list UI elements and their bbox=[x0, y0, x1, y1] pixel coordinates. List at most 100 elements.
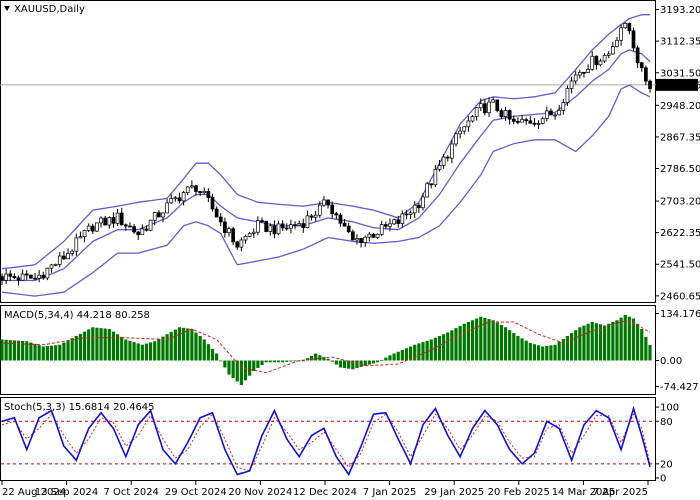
macd-histogram-bar bbox=[442, 334, 446, 361]
time-tick-label: 13 Sep 2024 bbox=[35, 487, 98, 498]
candle-body bbox=[268, 225, 273, 232]
time-tick-label: 7 Oct 2024 bbox=[103, 487, 158, 498]
macd-histogram-bar bbox=[136, 343, 140, 361]
candle-body bbox=[602, 55, 607, 62]
macd-histogram-bar bbox=[281, 360, 285, 363]
macd-histogram-bar bbox=[524, 340, 528, 361]
macd-histogram-bar bbox=[421, 342, 425, 361]
candle-body bbox=[450, 143, 454, 159]
macd-histogram-bar bbox=[429, 339, 433, 361]
candle-body bbox=[644, 67, 648, 82]
macd-histogram-bar bbox=[173, 329, 177, 361]
macd-histogram-bar bbox=[470, 320, 475, 361]
candle-body bbox=[317, 204, 322, 216]
candle-body bbox=[33, 277, 37, 280]
macd-tick-label: 134.176 bbox=[660, 309, 700, 320]
candle-body bbox=[466, 120, 471, 128]
macd-histogram-bar bbox=[285, 360, 289, 362]
macd-histogram-bar bbox=[25, 341, 29, 361]
macd-histogram-bar bbox=[367, 360, 371, 365]
candle-body bbox=[24, 273, 29, 276]
macd-histogram-bar bbox=[227, 360, 231, 375]
candle-body bbox=[491, 99, 496, 103]
candle-body bbox=[12, 275, 17, 279]
macd-histogram-bar bbox=[124, 339, 128, 361]
candle-body bbox=[520, 119, 524, 123]
candle-body bbox=[454, 133, 458, 145]
candle-body bbox=[264, 220, 269, 232]
time-tick-label: 22 Aug 2024 bbox=[2, 487, 66, 498]
macd-histogram-bar bbox=[190, 329, 194, 361]
stoch-tick-label: 20 bbox=[660, 459, 673, 470]
candle-body bbox=[322, 199, 326, 206]
macd-histogram-bar bbox=[87, 329, 91, 361]
macd-histogram-bar bbox=[458, 325, 462, 361]
macd-histogram-bar bbox=[107, 329, 111, 361]
macd-histogram-bar bbox=[590, 322, 594, 361]
candle-body bbox=[218, 216, 223, 223]
macd-histogram-bar bbox=[62, 342, 66, 361]
candle-body bbox=[516, 121, 520, 123]
macd-histogram-bar bbox=[495, 322, 499, 361]
candle-body bbox=[573, 74, 578, 82]
macd-histogram-bar bbox=[231, 360, 235, 378]
candle-body bbox=[103, 217, 108, 226]
macd-histogram-bar bbox=[631, 318, 636, 361]
candle-body bbox=[577, 71, 582, 76]
candle-body bbox=[70, 250, 75, 254]
candle-body bbox=[161, 212, 165, 218]
candle-body bbox=[74, 237, 79, 252]
candle-body bbox=[177, 197, 182, 202]
candle-body bbox=[181, 192, 186, 202]
macd-histogram-bar bbox=[78, 333, 83, 361]
time-tick-label: 7 Jan 2025 bbox=[363, 487, 417, 498]
candle-body bbox=[392, 219, 396, 225]
macd-histogram-bar bbox=[289, 360, 293, 362]
price-tick-label: 2541.50 bbox=[660, 260, 700, 271]
macd-histogram-bar bbox=[561, 338, 565, 361]
macd-histogram-bar bbox=[260, 360, 264, 366]
macd-histogram-bar bbox=[198, 336, 202, 361]
macd-histogram-bar bbox=[520, 338, 524, 361]
candle-body bbox=[194, 185, 198, 192]
macd-histogram-bar bbox=[347, 360, 351, 369]
candle-body bbox=[346, 225, 351, 233]
candle-body bbox=[582, 71, 586, 74]
candle-body bbox=[569, 80, 574, 89]
stoch-series bbox=[1, 405, 655, 477]
macd-histogram-bar bbox=[413, 344, 417, 361]
macd-histogram-bar bbox=[4, 339, 8, 361]
candle-body bbox=[231, 228, 235, 243]
candle-body bbox=[198, 191, 202, 194]
macd-histogram-bar bbox=[516, 336, 520, 361]
macd-histogram-bar bbox=[351, 360, 355, 370]
candle-body bbox=[53, 263, 58, 266]
macd-histogram-bar bbox=[248, 360, 252, 376]
candle-body bbox=[223, 221, 227, 234]
macd-histogram-bar bbox=[615, 320, 619, 361]
stoch-tick-label: 100 bbox=[660, 403, 679, 414]
stoch-tick-label: 80 bbox=[660, 417, 673, 428]
macd-histogram-bar bbox=[309, 355, 314, 361]
candle-body bbox=[408, 212, 413, 215]
macd-histogram-bar bbox=[380, 359, 384, 361]
macd-histogram-bar bbox=[417, 343, 421, 361]
candle-body bbox=[78, 236, 83, 239]
candle-body bbox=[41, 274, 46, 279]
candle-body bbox=[639, 62, 644, 69]
price-series bbox=[0, 14, 656, 297]
macd-histogram-bar bbox=[355, 360, 359, 369]
macd-histogram-bar bbox=[206, 344, 210, 361]
candle-body bbox=[553, 114, 557, 117]
macd-histogram-bar bbox=[607, 323, 611, 361]
triangle-down-icon[interactable] bbox=[4, 6, 10, 11]
macd-histogram-bar bbox=[41, 346, 45, 361]
macd-histogram-bar bbox=[111, 331, 116, 361]
macd-histogram-bar bbox=[256, 360, 260, 369]
candle-body bbox=[363, 236, 368, 243]
price-tick-label: 3193.20 bbox=[660, 5, 700, 16]
candle-body bbox=[210, 197, 215, 210]
stoch-tick-label: 0 bbox=[660, 474, 666, 485]
time-tick-label: 29 Jan 2025 bbox=[424, 487, 484, 498]
candle-body bbox=[45, 267, 50, 279]
